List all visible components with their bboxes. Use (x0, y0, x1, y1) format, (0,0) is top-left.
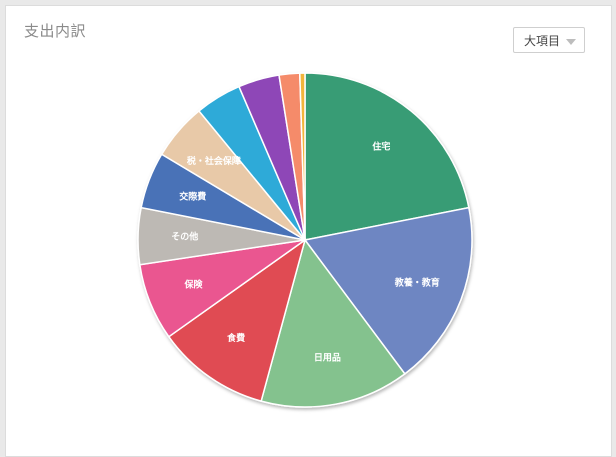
pie-slice-label: 保険 (183, 278, 203, 290)
panel-title: 支出内訳 (24, 22, 87, 40)
pie-slice[interactable] (299, 72, 306, 241)
pie-slice-label: 交際費 (179, 190, 206, 202)
pie-slice-label: 食費 (226, 332, 245, 344)
pie-slice[interactable] (303, 206, 473, 375)
pie-slice-label: 教養・教育 (394, 277, 440, 289)
pie-slice-label: その他 (171, 231, 198, 243)
pie-slice[interactable] (304, 72, 470, 241)
pie-slice[interactable] (260, 238, 406, 408)
pie-slice[interactable] (167, 238, 307, 403)
pie-slice-label: 日用品 (314, 353, 341, 364)
category-level-value: 大項目 (524, 33, 561, 48)
category-level-select[interactable]: 大項目 (513, 27, 585, 53)
pie-slice-label: 住宅 (372, 141, 390, 153)
chevron-down-icon (566, 39, 576, 45)
pie-slice-label: 税・社会保障 (187, 155, 241, 167)
